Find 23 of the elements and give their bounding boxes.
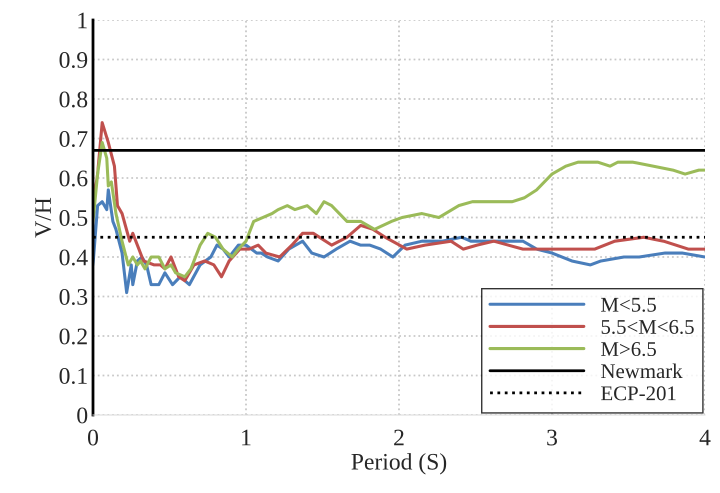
y-tick-label: 0: [77, 407, 88, 424]
y-tick-label: 0.4: [60, 249, 88, 266]
y-axis-title: V/H: [35, 198, 52, 238]
y-tick-label: 1: [78, 12, 87, 28]
legend-label: 5.5<M<6.5: [602, 320, 694, 334]
x-tick-label: 2: [394, 430, 404, 446]
legend-label: ECP-201: [601, 386, 676, 400]
y-tick-label: 0.7: [60, 130, 88, 148]
x-axis-title: Period (S): [351, 453, 446, 474]
legend-label: Newmark: [601, 364, 683, 378]
y-tick-label: 0.8: [60, 91, 88, 108]
x-tick-label: 0: [88, 430, 98, 446]
y-tick-label: 0.5: [60, 210, 88, 226]
y-tick-label: 0.9: [60, 52, 88, 68]
x-tick-label: 1: [242, 430, 250, 446]
y-tick-label: 0.1: [60, 368, 87, 384]
x-tick-label: 4: [700, 430, 711, 446]
y-tick-label: 0.2: [60, 328, 87, 345]
legend-label: M<5.5: [601, 298, 656, 312]
y-tick-label: 0.6: [60, 170, 88, 187]
y-tick-label: 0.3: [60, 288, 88, 306]
x-tick-label: 3: [547, 430, 557, 446]
legend-label: M>6.5: [601, 342, 656, 356]
